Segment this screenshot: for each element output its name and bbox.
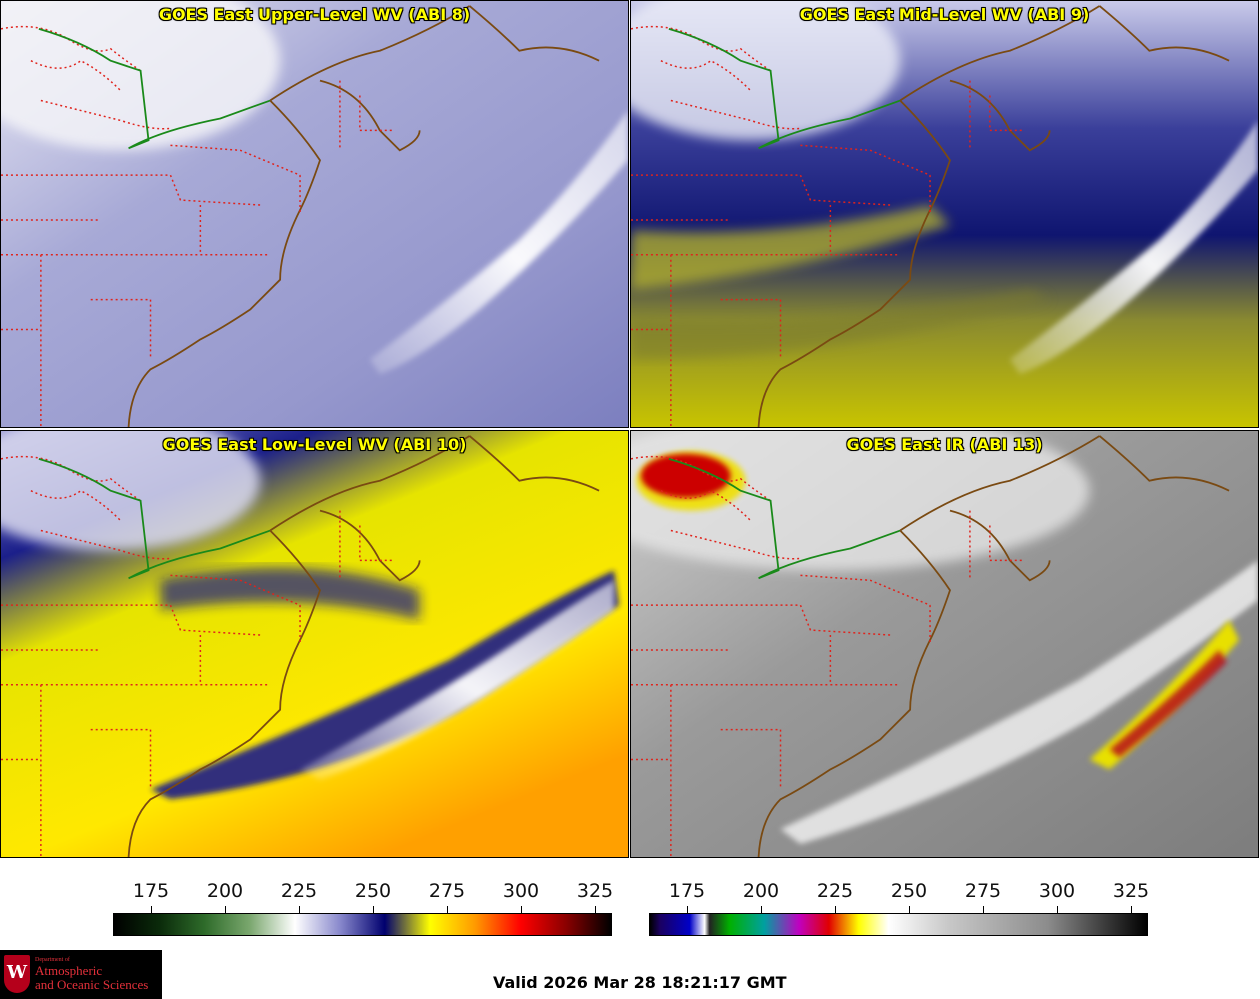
colorbar-tick-label: 225 bbox=[816, 880, 854, 902]
uw-crest-icon: W bbox=[4, 955, 30, 993]
valid-time: Valid 2026 Mar 28 18:21:17 GMT bbox=[493, 973, 787, 992]
colorbar-tick-mark bbox=[909, 906, 910, 913]
colorbar-tick-label: 250 bbox=[354, 880, 392, 902]
ir-panel: GOES East IR (ABI 13) bbox=[630, 430, 1259, 858]
colorbar-tick-mark bbox=[1057, 906, 1058, 913]
panel-title: GOES East Mid-Level WV (ABI 9) bbox=[799, 5, 1090, 24]
colorbar-tick-mark bbox=[835, 906, 836, 913]
low-level-wv-map bbox=[1, 431, 628, 857]
aos-logo: W Department of Atmospheric and Oceanic … bbox=[0, 950, 162, 999]
colorbar-tick-label: 200 bbox=[742, 880, 780, 902]
ir-colorbar bbox=[649, 913, 1148, 936]
colorbar-tick-mark bbox=[151, 906, 152, 913]
colorbar-tick-mark bbox=[1131, 906, 1132, 913]
logo-line-oceanic: and Oceanic Sciences bbox=[35, 977, 149, 992]
panel-title: GOES East Upper-Level WV (ABI 8) bbox=[158, 5, 471, 24]
colorbar-tick-mark bbox=[595, 906, 596, 913]
colorbar-tick-label: 175 bbox=[132, 880, 170, 902]
colorbar-tick-mark bbox=[299, 906, 300, 913]
upper-level-wv-map bbox=[1, 1, 628, 427]
wv-colorbar bbox=[113, 913, 612, 936]
colorbar-tick-mark bbox=[373, 906, 374, 913]
colorbar-tick-label: 200 bbox=[206, 880, 244, 902]
logo-dept-line: Department of bbox=[35, 957, 70, 963]
colorbar-tick-label: 325 bbox=[1112, 880, 1150, 902]
colorbar-tick-label: 250 bbox=[890, 880, 928, 902]
colorbar-tick-mark bbox=[225, 906, 226, 913]
colorbar-tick-label: 275 bbox=[428, 880, 466, 902]
upper-level-wv-panel: GOES East Upper-Level WV (ABI 8) bbox=[0, 0, 629, 428]
panel-title: GOES East IR (ABI 13) bbox=[846, 435, 1043, 454]
colorbar-tick-mark bbox=[761, 906, 762, 913]
mid-level-wv-panel: GOES East Mid-Level WV (ABI 9) bbox=[630, 0, 1259, 428]
colorbar-tick-label: 225 bbox=[280, 880, 318, 902]
colorbar-tick-label: 300 bbox=[502, 880, 540, 902]
colorbar-tick-mark bbox=[983, 906, 984, 913]
wv-colorbar-ticks: 175 200 225 250 275 300 325 bbox=[113, 880, 614, 913]
low-level-wv-panel: GOES East Low-Level WV (ABI 10) bbox=[0, 430, 629, 858]
logo-line-atmospheric: Atmospheric bbox=[35, 963, 103, 978]
mid-level-wv-map bbox=[631, 1, 1258, 427]
colorbar-tick-label: 175 bbox=[668, 880, 706, 902]
colorbar-tick-label: 325 bbox=[576, 880, 614, 902]
ir-map bbox=[631, 431, 1258, 857]
colorbar-tick-label: 300 bbox=[1038, 880, 1076, 902]
colorbar-tick-mark bbox=[687, 906, 688, 913]
panel-title: GOES East Low-Level WV (ABI 10) bbox=[162, 435, 467, 454]
colorbar-tick-mark bbox=[521, 906, 522, 913]
colorbar-tick-mark bbox=[447, 906, 448, 913]
colorbar-tick-label: 275 bbox=[964, 880, 1002, 902]
ir-colorbar-ticks: 175 200 225 250 275 300 325 bbox=[649, 880, 1150, 913]
